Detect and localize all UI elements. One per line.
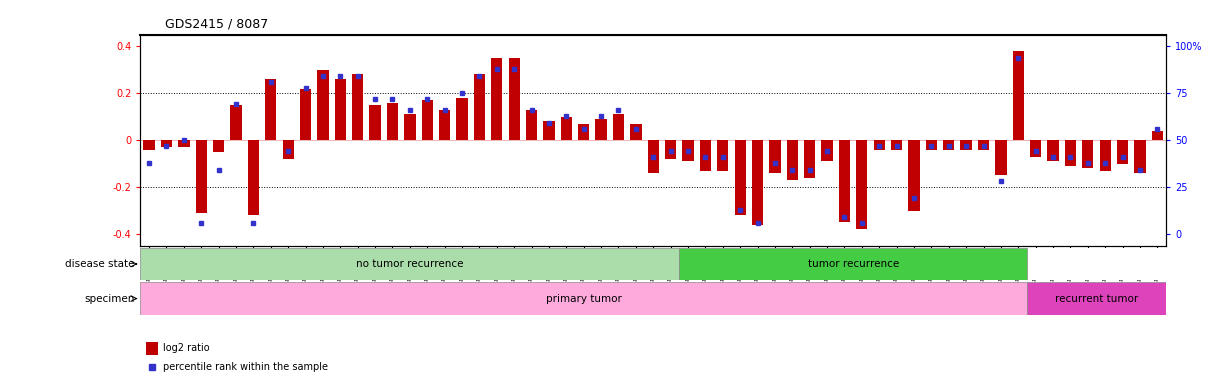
Bar — [995, 140, 1006, 175]
Bar — [265, 79, 276, 140]
Bar — [543, 121, 554, 140]
Text: no tumor recurrence: no tumor recurrence — [357, 259, 464, 269]
Bar — [474, 74, 485, 140]
Bar — [596, 119, 607, 140]
Text: specimen: specimen — [84, 293, 134, 304]
Bar — [647, 140, 659, 173]
Bar — [404, 114, 415, 140]
Bar — [300, 89, 311, 140]
Bar — [335, 79, 346, 140]
Bar — [508, 58, 520, 140]
Bar — [1151, 131, 1164, 140]
Bar — [352, 74, 364, 140]
Bar — [805, 140, 816, 178]
Text: recurrent tumor: recurrent tumor — [1055, 293, 1138, 304]
Bar — [1117, 140, 1128, 164]
Bar — [526, 110, 537, 140]
Bar — [683, 140, 694, 161]
Bar — [873, 140, 885, 149]
Bar — [978, 140, 989, 149]
Bar — [769, 140, 780, 173]
Bar — [786, 140, 799, 180]
Bar — [145, 342, 158, 355]
Bar — [735, 140, 746, 215]
Bar — [752, 140, 763, 225]
Bar — [1065, 140, 1076, 166]
Bar — [1027, 282, 1166, 315]
Bar — [679, 248, 1027, 280]
Text: GDS2415 / 8087: GDS2415 / 8087 — [165, 18, 269, 31]
Bar — [370, 105, 381, 140]
Bar — [440, 110, 451, 140]
Bar — [1012, 51, 1024, 140]
Bar — [317, 70, 328, 140]
Bar — [908, 140, 919, 210]
Bar — [231, 105, 242, 140]
Text: tumor recurrence: tumor recurrence — [807, 259, 899, 269]
Text: disease state: disease state — [65, 259, 134, 269]
Bar — [665, 140, 676, 159]
Bar — [387, 103, 398, 140]
Bar — [1134, 140, 1145, 173]
Bar — [457, 98, 468, 140]
Bar — [717, 140, 729, 170]
Bar — [248, 140, 259, 215]
Bar — [1100, 140, 1111, 170]
Bar — [140, 248, 679, 280]
Bar — [212, 140, 225, 152]
Bar — [630, 124, 641, 140]
Bar — [822, 140, 833, 161]
Bar — [613, 114, 624, 140]
Bar — [891, 140, 902, 149]
Bar — [195, 140, 206, 213]
Bar — [161, 140, 172, 147]
Bar — [1031, 140, 1042, 157]
Bar — [961, 140, 972, 149]
Bar — [178, 140, 189, 147]
Text: percentile rank within the sample: percentile rank within the sample — [162, 362, 328, 372]
Bar — [282, 140, 294, 159]
Bar — [143, 140, 155, 149]
Bar — [421, 100, 433, 140]
Bar — [491, 58, 502, 140]
Bar — [943, 140, 955, 149]
Bar — [1082, 140, 1094, 168]
Bar — [1048, 140, 1059, 161]
Bar — [839, 140, 850, 222]
Bar — [140, 282, 1027, 315]
Text: log2 ratio: log2 ratio — [162, 343, 210, 354]
Text: primary tumor: primary tumor — [546, 293, 621, 304]
Bar — [926, 140, 937, 149]
Bar — [856, 140, 867, 229]
Bar — [700, 140, 711, 170]
Bar — [578, 124, 590, 140]
Bar — [560, 117, 571, 140]
